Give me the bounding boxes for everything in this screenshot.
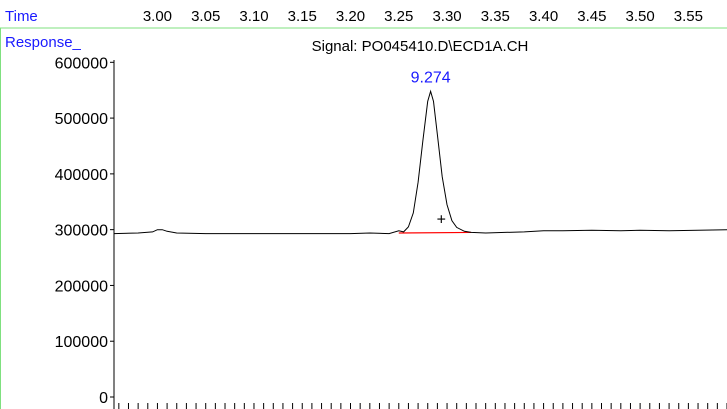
- peak-apex-marker: +: [437, 212, 446, 229]
- x-tick-label: 3.30: [432, 8, 461, 25]
- time-axis-label: Time: [5, 8, 38, 25]
- y-tick-label: 100000: [55, 334, 108, 351]
- x-tick-label: 3.15: [288, 8, 317, 25]
- peak-retention-label: 9.274: [411, 69, 451, 86]
- x-tick-label: 3.05: [191, 8, 220, 25]
- x-tick-label: 3.50: [626, 8, 655, 25]
- y-axis: 0 100000 200000 300000 400000 500000 600000: [55, 55, 115, 409]
- x-tick-label: 3.25: [384, 8, 413, 25]
- x-tick-label: 3.10: [239, 8, 268, 25]
- x-tick-label: 3.00: [143, 8, 172, 25]
- x-tick-label: 3.20: [336, 8, 365, 25]
- y-tick-label: 0: [99, 390, 108, 407]
- response-axis-label: Response_: [5, 34, 82, 51]
- y-tick-label: 300000: [55, 223, 108, 240]
- x-tick-label: 3.55: [674, 8, 703, 25]
- y-tick-label: 400000: [55, 167, 108, 184]
- x-tick-labels: 3.00 3.05 3.10 3.15 3.20 3.25 3.30 3.35 3.40 3.45…: [143, 8, 703, 25]
- x-tick-label: 3.45: [577, 8, 606, 25]
- x-tick-label: 3.40: [529, 8, 558, 25]
- x-tick-label: 3.35: [481, 8, 510, 25]
- y-tick-label: 200000: [55, 278, 108, 295]
- y-tick-label: 500000: [55, 111, 108, 128]
- x-minor-ticks: [118, 403, 727, 409]
- signal-title: Signal: PO045410.D\ECD1A.CH: [312, 38, 529, 55]
- y-tick-label: 600000: [55, 55, 108, 72]
- signal-trace: [113, 89, 727, 235]
- plot-area: 9.274 +: [113, 69, 727, 235]
- integration-baseline: [398, 231, 472, 234]
